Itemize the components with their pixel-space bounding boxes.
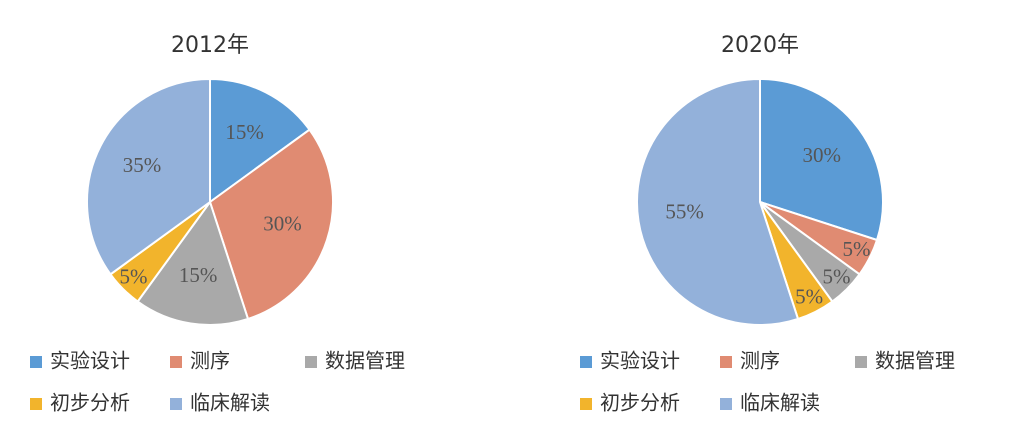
legend-label: 实验设计 [600,349,680,373]
value-label: 5% [119,264,147,288]
legend-swatch [170,356,182,368]
legend-swatch [30,356,42,368]
legend-label: 初步分析 [50,391,130,415]
value-label: 5% [823,264,851,288]
legend-label: 数据管理 [325,349,405,373]
pie-slice [209,77,311,204]
legend-swatch [170,398,182,410]
legend-swatch [580,398,592,410]
value-label: 35% [123,153,162,177]
pie-slice [136,199,250,326]
value-label: 30% [263,211,302,235]
legend-swatch [30,398,42,410]
value-label: 15% [179,263,218,287]
legend-label: 临床解读 [740,391,820,415]
legend-swatch [720,398,732,410]
legend-label: 数据管理 [875,349,955,373]
pie-slice [208,128,334,321]
legend-swatch [855,356,867,368]
value-label: 30% [802,143,841,167]
value-label: 5% [842,237,870,261]
pie-slice [86,77,211,276]
pie-slice [636,77,800,326]
chart-title: 2020年 [721,33,799,58]
value-label: 5% [795,284,823,308]
legend-swatch [720,356,732,368]
legend-swatch [305,356,317,368]
legend-label: 实验设计 [50,349,130,373]
value-label: 15% [225,120,264,144]
legend-label: 测序 [740,349,780,373]
legend-label: 测序 [190,349,230,373]
legend-label: 初步分析 [600,391,680,415]
value-label: 55% [665,200,704,224]
chart-title: 2012年 [171,33,249,58]
legend-swatch [580,356,592,368]
legend-label: 临床解读 [190,391,270,415]
pie-slice [759,77,884,242]
